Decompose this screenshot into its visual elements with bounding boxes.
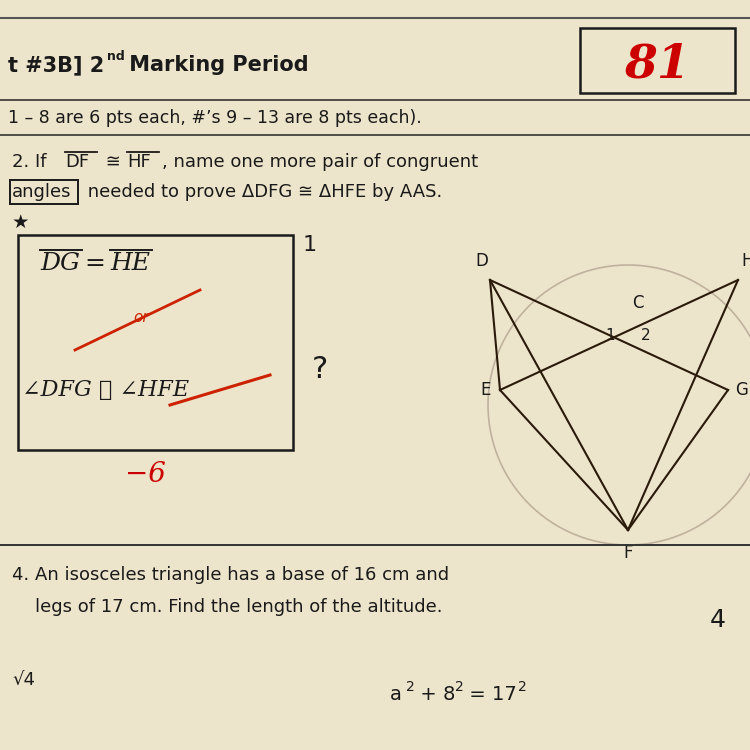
Text: = 17: = 17 (463, 686, 517, 704)
Text: H: H (742, 252, 750, 270)
Bar (18, 235, 293, 450)
Text: ≅: ≅ (100, 153, 127, 171)
Text: HE: HE (110, 251, 150, 274)
Text: Marking Period: Marking Period (122, 55, 309, 75)
Text: 1: 1 (303, 235, 317, 255)
Text: =: = (85, 251, 114, 274)
Text: −6: −6 (124, 461, 166, 488)
Text: 2: 2 (641, 328, 651, 344)
Text: 2. If: 2. If (12, 153, 53, 171)
Text: √4: √4 (12, 671, 35, 689)
Text: t #3B] 2: t #3B] 2 (8, 55, 104, 75)
Text: or: or (133, 310, 148, 326)
Text: G: G (736, 381, 748, 399)
Text: angles: angles (12, 183, 71, 201)
Text: needed to prove ΔDFG ≅ ΔHFE by AAS.: needed to prove ΔDFG ≅ ΔHFE by AAS. (82, 183, 442, 201)
Text: 4. An isosceles triangle has a base of 16 cm and: 4. An isosceles triangle has a base of 1… (12, 566, 449, 584)
Text: 2: 2 (455, 680, 464, 694)
Text: 1 – 8 are 6 pts each, #’s 9 – 13 are 8 pts each).: 1 – 8 are 6 pts each, #’s 9 – 13 are 8 p… (8, 109, 422, 127)
Text: 2: 2 (518, 680, 526, 694)
Text: D: D (476, 252, 488, 270)
Text: a: a (390, 686, 402, 704)
Text: C: C (632, 294, 644, 312)
Text: 81: 81 (624, 42, 690, 88)
Text: 2: 2 (406, 680, 415, 694)
Text: , name one more pair of congruent: , name one more pair of congruent (162, 153, 479, 171)
Text: + 8: + 8 (414, 686, 455, 704)
Text: F: F (623, 544, 633, 562)
Text: 1: 1 (605, 328, 615, 344)
Bar (10, 180, 78, 204)
Bar (580, 28, 735, 93)
Text: HF: HF (127, 153, 151, 171)
Text: E: E (481, 381, 491, 399)
Text: nd: nd (107, 50, 124, 62)
Text: legs of 17 cm. Find the length of the altitude.: legs of 17 cm. Find the length of the al… (12, 598, 442, 616)
Text: ★: ★ (12, 212, 29, 232)
Text: ?: ? (312, 356, 328, 385)
Text: DG: DG (40, 251, 80, 274)
Text: ∠DFG ≅ ∠HFE: ∠DFG ≅ ∠HFE (22, 379, 189, 401)
Text: 4: 4 (710, 608, 726, 632)
Text: DF: DF (65, 153, 89, 171)
